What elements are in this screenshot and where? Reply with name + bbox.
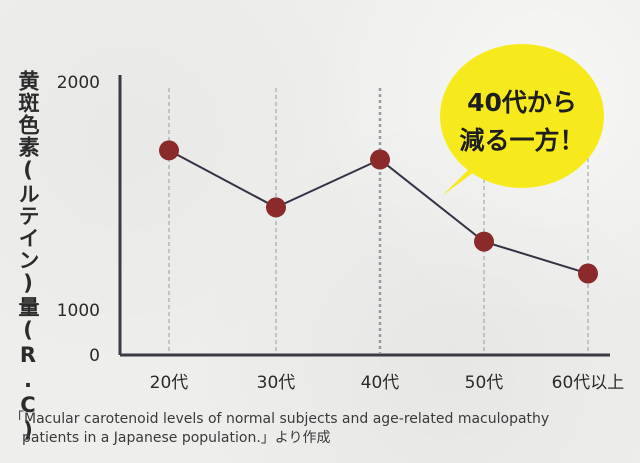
y-tick-label: 1000 bbox=[57, 301, 100, 321]
x-tick-label: 60代以上 bbox=[552, 373, 625, 393]
y-tick-label: 0 bbox=[89, 346, 100, 366]
source-caption: 「Macular carotenoid levels of normal sub… bbox=[10, 410, 635, 448]
source-line-2: patients in a Japanese population.」より作成 bbox=[22, 430, 331, 446]
data-point-4 bbox=[474, 231, 494, 252]
x-tick-label: 40代 bbox=[361, 373, 400, 393]
data-points bbox=[159, 140, 598, 284]
callout-line-1: 40代から bbox=[467, 88, 577, 117]
data-point-5 bbox=[578, 263, 598, 284]
data-point-1 bbox=[159, 140, 179, 161]
data-point-2 bbox=[266, 197, 286, 218]
x-tick-label: 20代 bbox=[150, 373, 189, 393]
x-tick-label: 30代 bbox=[257, 373, 296, 393]
y-tick-labels: 2000 1000 0 bbox=[57, 73, 100, 366]
source-line-1: 「Macular carotenoid levels of normal sub… bbox=[10, 411, 550, 427]
callout-bubble bbox=[440, 44, 604, 196]
y-axis-label: 黄斑色素(ルテイン)量(R.C) bbox=[16, 70, 40, 443]
callout-line-2: 減る一方！ bbox=[459, 126, 585, 155]
y-tick-label: 2000 bbox=[57, 73, 100, 93]
data-point-3 bbox=[370, 149, 390, 170]
x-tick-labels: 20代 30代 40代 50代 60代以上 bbox=[150, 373, 625, 393]
callout-text: 40代から 減る一方！ bbox=[455, 84, 589, 160]
x-tick-label: 50代 bbox=[465, 373, 504, 393]
callout-circle bbox=[440, 44, 604, 188]
